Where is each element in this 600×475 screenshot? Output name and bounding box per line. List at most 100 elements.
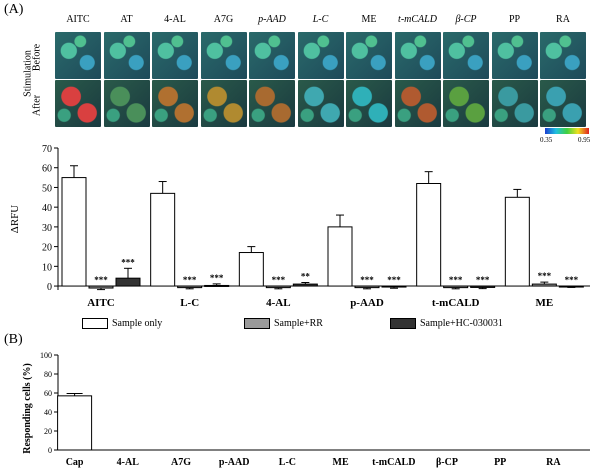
image-tile-before <box>103 32 150 79</box>
image-column-label: A7G <box>213 14 234 25</box>
bar <box>536 449 571 450</box>
image-tile-before <box>200 32 247 79</box>
bar <box>292 283 318 287</box>
x-tick-label: A7G <box>171 457 191 468</box>
image-tile-after <box>249 80 295 127</box>
significance-label: *** <box>565 275 579 285</box>
bar <box>531 283 557 287</box>
x-tick-label: L-C <box>279 457 296 468</box>
bar <box>115 277 141 287</box>
image-column-label: p-AAD <box>258 14 286 25</box>
bar <box>416 183 442 287</box>
legend-sample-rr: Sample+RR <box>244 318 323 329</box>
bar <box>470 285 496 288</box>
y-tick-label: 60 <box>44 389 52 398</box>
x-tick-label: AITC <box>87 297 115 309</box>
bar <box>443 285 469 289</box>
y-tick-label: 10 <box>42 262 52 273</box>
x-tick-label: RA <box>546 457 561 468</box>
significance-label: *** <box>449 275 463 285</box>
image-tile-before <box>540 32 586 79</box>
significance-label: ** <box>301 272 311 282</box>
bar <box>483 449 518 450</box>
image-tile-before <box>297 32 344 79</box>
significance-label: *** <box>538 271 552 281</box>
legend-swatch-dark <box>390 318 416 329</box>
image-tile-before <box>394 32 441 79</box>
significance-label: *** <box>121 257 135 267</box>
significance-label: *** <box>183 275 197 285</box>
y-axis-label: Responding cells (%) <box>22 363 33 454</box>
x-tick-label: t-mCALD <box>372 457 415 468</box>
bar <box>265 285 291 289</box>
image-tile-after <box>443 80 489 127</box>
panel-b-label: (B) <box>4 332 23 347</box>
significance-label: *** <box>476 275 490 285</box>
x-tick-label: Cap <box>66 457 84 468</box>
significance-label: *** <box>387 275 401 285</box>
bar <box>110 449 145 450</box>
image-tile-before <box>55 32 101 79</box>
image-tile-after <box>55 80 101 127</box>
bar <box>61 177 87 287</box>
bar <box>270 449 305 450</box>
image-tile-before <box>491 32 538 79</box>
bar <box>376 449 411 450</box>
x-tick-label: PP <box>494 457 506 468</box>
image-tile-after <box>152 80 198 127</box>
row-label-before: Before <box>31 43 43 72</box>
image-tile-after <box>491 80 538 127</box>
bar <box>323 449 358 450</box>
image-column-label: AT <box>120 14 133 25</box>
y-tick-label: 30 <box>42 223 52 234</box>
image-tile-before <box>443 32 489 79</box>
y-tick-label: 40 <box>44 408 52 417</box>
bar <box>238 252 264 287</box>
significance-label: *** <box>272 275 286 285</box>
image-column-label: β-CP <box>455 14 477 25</box>
y-tick-label: 20 <box>42 243 52 254</box>
bar <box>57 395 93 451</box>
image-tile-after <box>394 80 441 127</box>
significance-label: *** <box>94 275 108 285</box>
y-tick-label: 60 <box>42 164 52 175</box>
y-tick-label: 20 <box>44 427 52 436</box>
bar <box>504 196 530 287</box>
image-tile-before <box>346 32 392 79</box>
legend-label: Sample only <box>112 318 163 329</box>
image-tile-after <box>103 80 150 127</box>
legend-label: Sample+RR <box>274 318 323 329</box>
bar <box>164 449 198 450</box>
image-tile-after <box>297 80 344 127</box>
x-tick-label: p-AAD <box>350 297 384 309</box>
image-column-label: 4-AL <box>164 14 186 25</box>
x-tick-label: p-AAD <box>219 457 250 468</box>
significance-label: *** <box>360 275 374 285</box>
y-tick-label: 0 <box>48 446 52 455</box>
bar <box>88 285 114 289</box>
bar <box>177 285 203 289</box>
y-tick-label: 0 <box>47 282 52 293</box>
y-axis-label: ΔRFU <box>9 205 21 234</box>
x-tick-label: L-C <box>180 297 199 309</box>
image-column-label: AITC <box>66 14 90 25</box>
image-column-label: PP <box>508 14 521 25</box>
color-scale-bar <box>545 128 589 134</box>
image-column-label: L-C <box>312 14 329 25</box>
x-tick-label: ME <box>535 297 553 309</box>
x-tick-label: ME <box>333 457 349 468</box>
x-tick-label: 4-AL <box>266 297 290 309</box>
bar <box>430 449 464 450</box>
color-scale-min: 0.35 <box>540 136 553 144</box>
y-tick-label: 100 <box>40 351 52 360</box>
y-tick-label: 70 <box>42 144 52 155</box>
y-tick-label: 40 <box>42 203 52 214</box>
image-tile-after <box>200 80 247 127</box>
x-tick-label: β-CP <box>436 457 458 468</box>
bar <box>217 449 252 450</box>
image-tile-after <box>346 80 392 127</box>
bar <box>204 284 230 287</box>
image-tile-before <box>249 32 295 79</box>
row-label-after: After <box>31 94 43 117</box>
bar <box>150 192 176 287</box>
